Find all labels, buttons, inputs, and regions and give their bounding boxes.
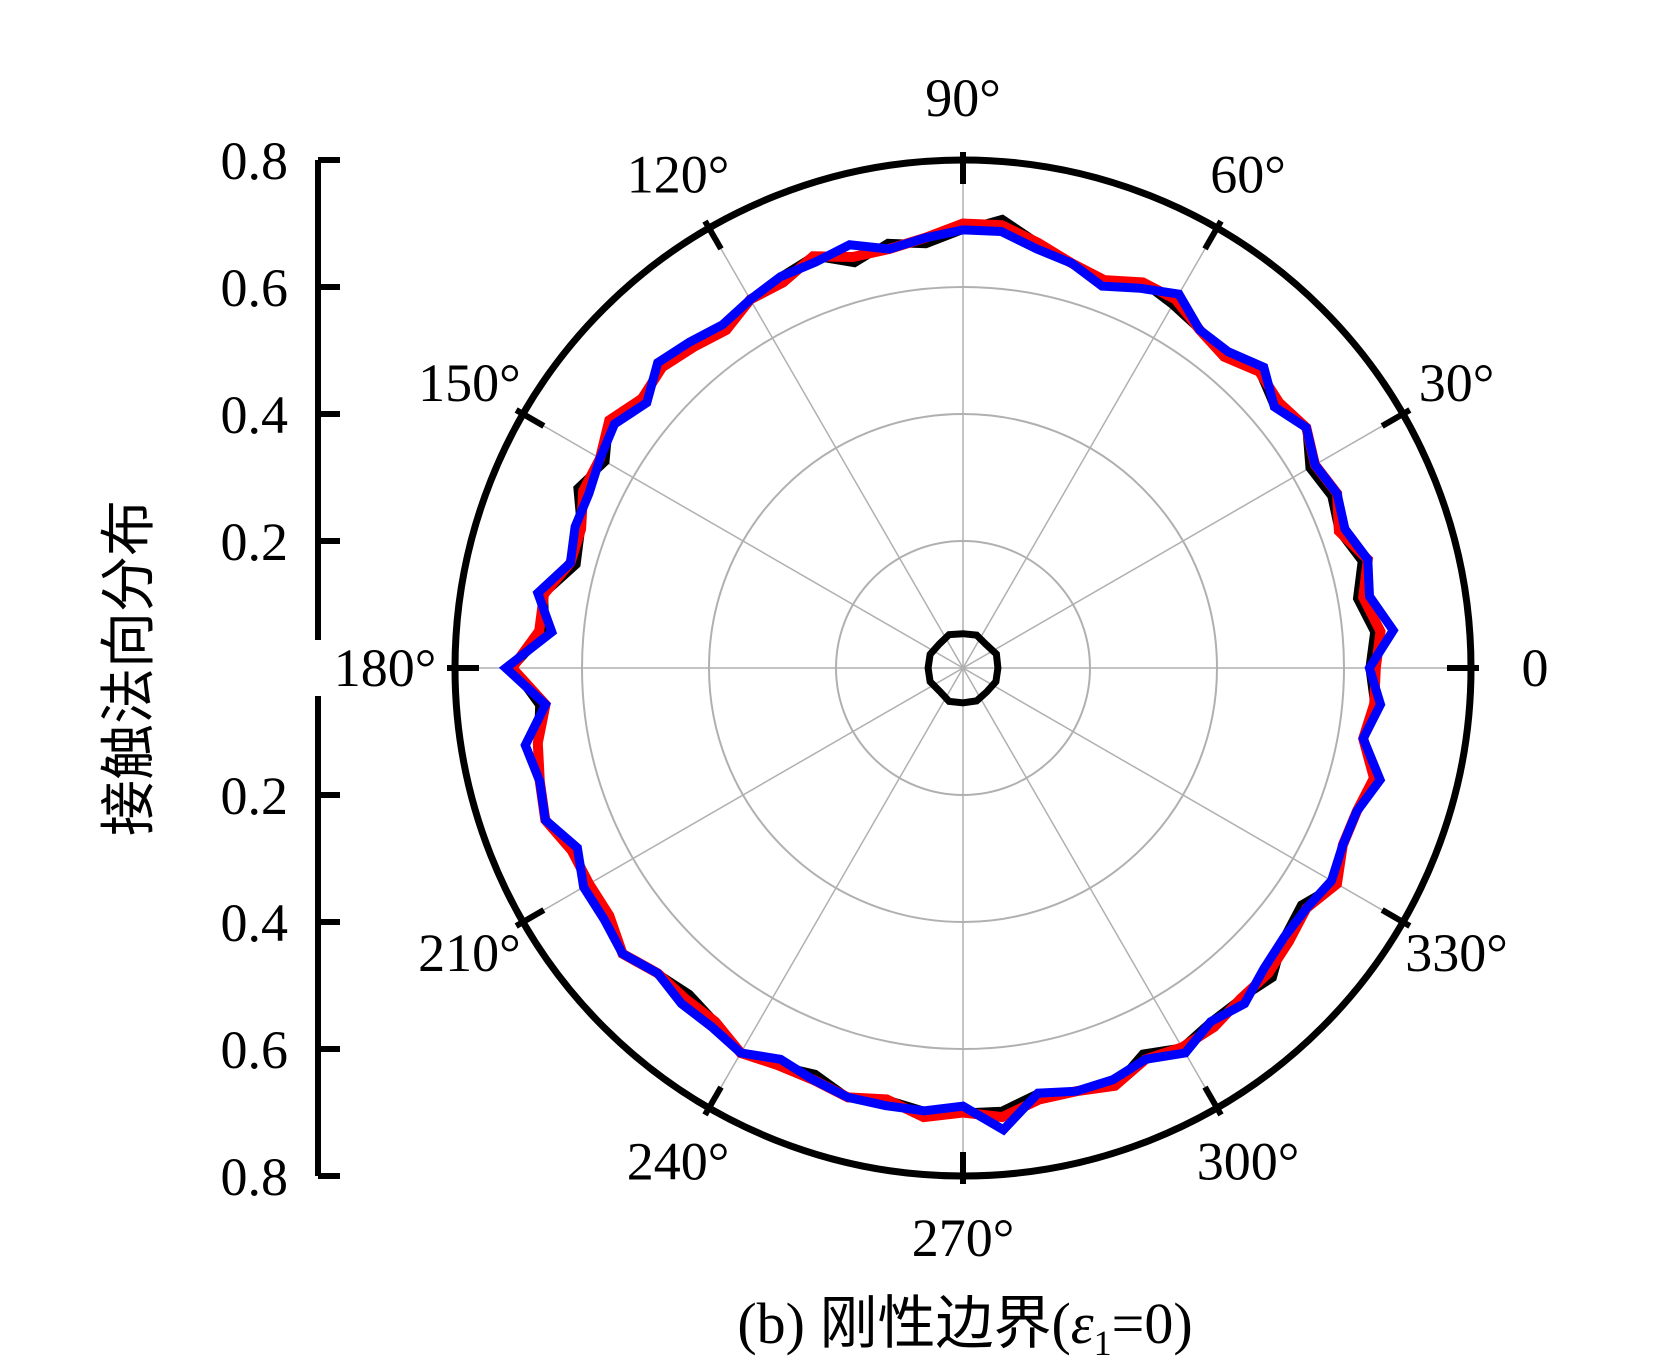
radial-tick-label-upper-1: 0.6 [221, 258, 289, 318]
caption-subscript: 1 [1094, 1323, 1112, 1363]
series-line-1-black [507, 214, 1379, 1117]
angle-tick-210 [514, 907, 546, 929]
angle-label-180: 180° [334, 638, 437, 698]
angle-label-60: 60° [1210, 144, 1286, 204]
polar-grid [455, 160, 1471, 1176]
angle-label-210: 210° [418, 923, 521, 983]
series-line-3-blue [498, 225, 1399, 1136]
y-axis-label: 接触法向分布 [99, 500, 161, 836]
radial-tick-label-upper-3: 0.2 [221, 512, 289, 572]
angle-tick-60 [1202, 219, 1224, 251]
angle-tick-150 [514, 407, 546, 429]
angle-label-330: 330° [1405, 923, 1508, 983]
radial-tick-label-lower-1: 0.6 [221, 1020, 289, 1080]
angle-label-90: 90° [925, 68, 1001, 128]
series-line-4-black [924, 630, 1002, 707]
caption-prefix: (b) 刚性边界( [737, 1291, 1070, 1356]
angle-label-270: 270° [912, 1208, 1015, 1268]
angle-tick-120 [702, 219, 724, 251]
angle-labels: 0 30° 60° 90° 120° 150° 180° 210° 240° 270° 300° 33… [334, 68, 1549, 1268]
angle-label-300: 300° [1197, 1132, 1300, 1192]
angle-tick-30 [1380, 407, 1412, 429]
chart-caption: (b) 刚性边界(ε1=0) [737, 1291, 1192, 1363]
radial-tick-label-lower-0: 0.8 [221, 1147, 289, 1207]
radial-tick-label-lower-3: 0.2 [221, 766, 289, 826]
angle-label-120: 120° [627, 144, 730, 204]
radial-tick-label-upper-0: 0.8 [221, 131, 289, 191]
angle-label-150: 150° [418, 353, 521, 413]
angle-label-30: 30° [1419, 353, 1495, 413]
angle-label-0: 0 [1522, 638, 1549, 698]
angle-tick-330 [1380, 907, 1412, 929]
grid-spoke-150 [522, 413, 1404, 923]
angle-tick-240 [702, 1085, 724, 1117]
radial-axis: 0.8 0.8 0.6 0.6 0.4 0.4 0.2 0.2 [221, 131, 340, 1207]
angle-tick-300 [1202, 1085, 1224, 1117]
polar-frame [447, 152, 1479, 1184]
caption-suffix: =0) [1112, 1291, 1193, 1356]
radial-tick-label-lower-2: 0.4 [221, 893, 289, 953]
radial-tick-label-upper-2: 0.4 [221, 385, 289, 445]
angle-label-240: 240° [627, 1132, 730, 1192]
caption-symbol: ε [1071, 1291, 1094, 1356]
data-series [498, 214, 1399, 1136]
